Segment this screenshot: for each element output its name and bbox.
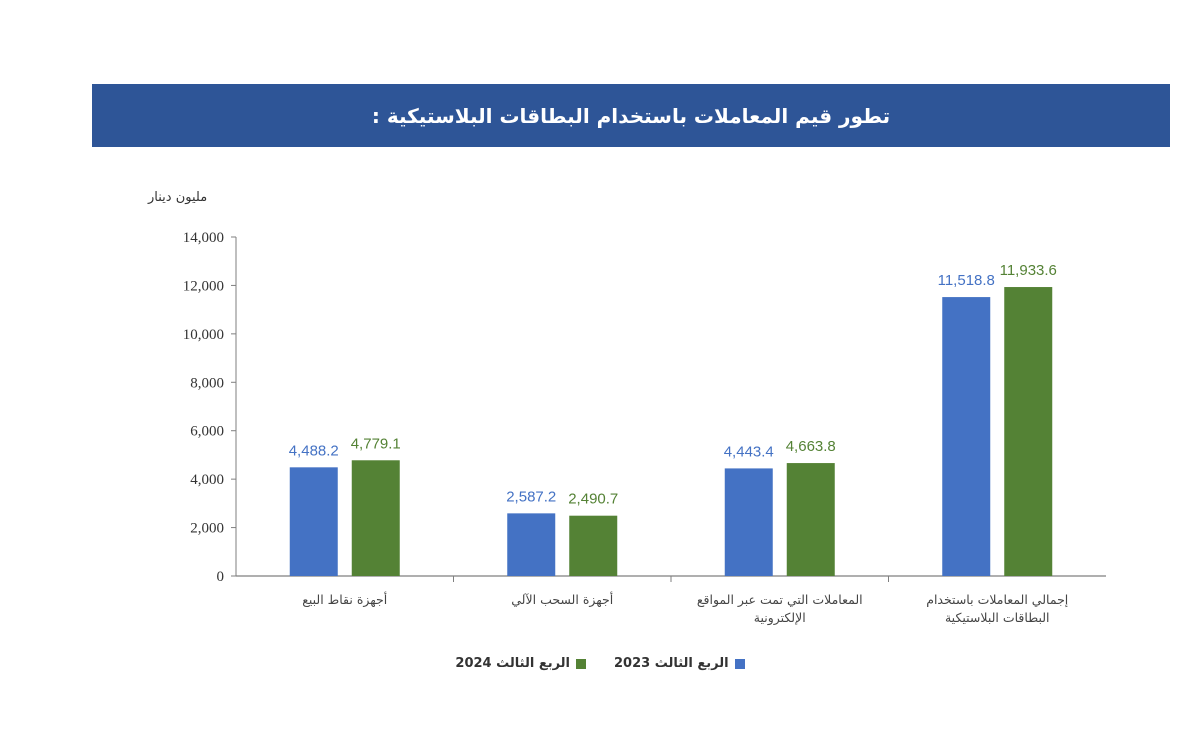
legend-label-2023: الربع الثالث 2023 [614, 656, 729, 671]
data-label: 11,933.6 [1000, 262, 1057, 279]
y-tick-label: 4,000 [190, 472, 224, 488]
y-tick-label: 0 [217, 569, 225, 585]
bar-series2-cat4 [1004, 287, 1053, 576]
bar-series2-cat3 [786, 463, 835, 576]
bar-series2-cat2 [569, 515, 618, 576]
legend-item-2024: الربع الثالث 2024 [455, 656, 586, 671]
y-tick-label: 6,000 [190, 424, 224, 440]
x-category-label: البطاقات البلاستيكية [945, 610, 1050, 625]
data-label: 2,490.7 [568, 491, 618, 508]
data-label: 4,779.1 [351, 435, 401, 452]
y-axis-unit-label: مليون دينار [148, 190, 208, 205]
legend-swatch-2024 [576, 658, 586, 669]
legend: الربع الثالث 2023 الربع الثالث 2024 [0, 656, 1200, 671]
data-label: 4,488.2 [289, 442, 339, 459]
bar-series1-cat3 [724, 468, 773, 576]
data-label: 2,587.2 [506, 488, 556, 505]
bar-series1-cat2 [507, 513, 556, 576]
data-label: 11,518.8 [938, 272, 995, 289]
legend-item-2023: الربع الثالث 2023 [614, 656, 745, 671]
x-category-label: الإلكترونية [754, 610, 806, 626]
legend-swatch-2023 [734, 658, 745, 669]
y-tick-label: 14,000 [183, 230, 224, 246]
data-label: 4,443.4 [724, 443, 774, 460]
y-tick-label: 12,000 [183, 278, 224, 294]
bar-series1-cat1 [289, 467, 338, 576]
y-tick-label: 10,000 [183, 327, 224, 343]
x-category-label: أجهزة السحب الآلي [511, 591, 613, 608]
legend-label-2024: الربع الثالث 2024 [455, 656, 570, 671]
data-label: 4,663.8 [786, 438, 836, 455]
bar-series1-cat4 [942, 297, 991, 576]
title-banner: تطور قيم المعاملات باستخدام البطاقات الب… [92, 84, 1170, 147]
y-tick-label: 8,000 [190, 375, 224, 391]
x-category-label: أجهزة نقاط البيع [302, 591, 387, 608]
chart-title: تطور قيم المعاملات باستخدام البطاقات الب… [371, 103, 891, 128]
x-category-label: إجمالي المعاملات باستخدام [926, 592, 1068, 607]
x-category-label: المعاملات التي تمت عبر المواقع [697, 592, 863, 608]
y-tick-label: 2,000 [190, 521, 224, 537]
bar-series2-cat1 [351, 460, 400, 576]
